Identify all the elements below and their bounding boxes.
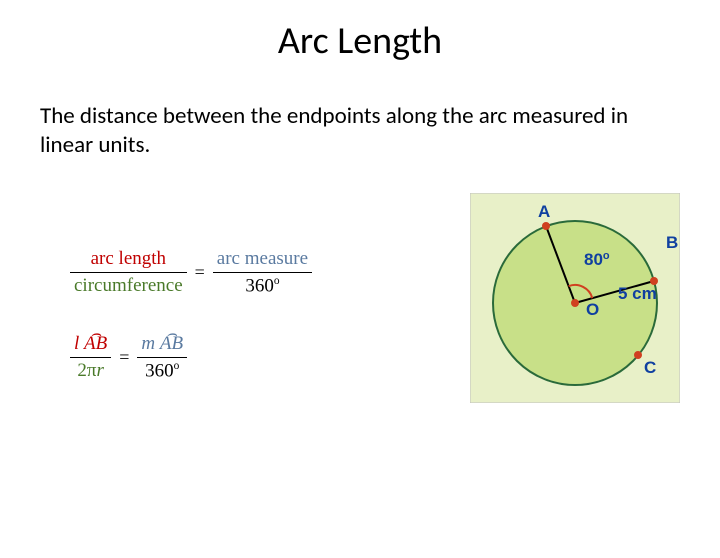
f1-left-den: circumference [70,273,187,297]
f2-arc-ab-2: AB [160,333,183,355]
f1-left-num: arc length [70,248,187,273]
f2-l: l [74,333,79,354]
degree-icon: o [274,275,280,287]
f2-arc-ab: AB [84,333,107,355]
f2-m: m [141,333,155,354]
f2-left-num: l AB [70,333,111,358]
svg-text:B: B [666,233,678,252]
f2-right-den: 360o [137,358,187,382]
page-title: Arc Length [0,18,720,64]
formula-area: arc length circumference = arc measure 3… [70,248,312,419]
svg-text:O: O [586,300,599,319]
f1-right-num: arc measure [213,248,312,273]
svg-text:C: C [644,358,656,377]
definition-text: The distance between the endpoints along… [40,102,680,160]
circle-diagram: ABCO80o5 cm [470,193,680,403]
f2-right-num: m AB [137,333,187,358]
equals-icon: = [195,262,205,283]
f1-right-den: 360o [213,273,312,297]
f2-left-den: 2πr [70,358,111,382]
f2-2: 2 [77,360,87,381]
svg-text:A: A [538,202,550,221]
degree-icon: o [174,360,180,372]
f2-r: r [96,360,103,381]
diagram-svg: ABCO80o5 cm [470,193,680,403]
formula-2: l AB 2πr = m AB 360o [70,333,312,382]
formula-1: arc length circumference = arc measure 3… [70,248,312,297]
f1-right-den-val: 360 [245,275,274,296]
svg-text:5 cm: 5 cm [618,284,657,303]
f2-right-den-val: 360 [145,361,174,382]
equals-icon: = [119,347,129,368]
